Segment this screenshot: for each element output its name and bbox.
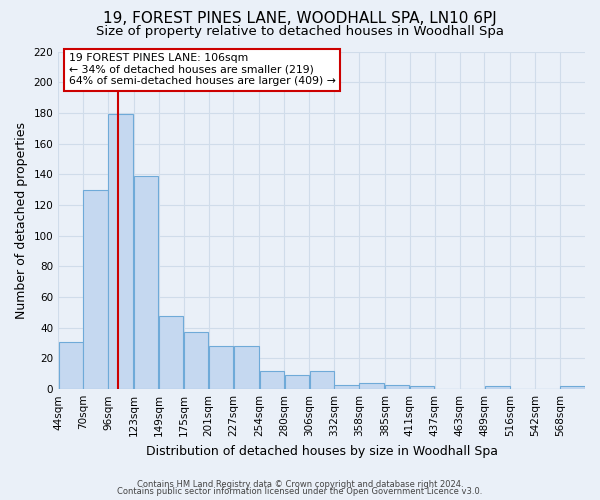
Bar [560, 386, 584, 389]
Text: Size of property relative to detached houses in Woodhall Spa: Size of property relative to detached ho… [96, 25, 504, 38]
Bar [234, 346, 259, 389]
Bar [83, 190, 107, 389]
Text: Contains HM Land Registry data © Crown copyright and database right 2024.: Contains HM Land Registry data © Crown c… [137, 480, 463, 489]
Text: 19 FOREST PINES LANE: 106sqm
← 34% of detached houses are smaller (219)
64% of s: 19 FOREST PINES LANE: 106sqm ← 34% of de… [69, 53, 335, 86]
Bar [284, 376, 309, 389]
Bar [134, 176, 158, 389]
Bar [310, 371, 334, 389]
Bar [485, 386, 510, 389]
Y-axis label: Number of detached properties: Number of detached properties [15, 122, 28, 319]
Text: Contains public sector information licensed under the Open Government Licence v3: Contains public sector information licen… [118, 487, 482, 496]
Text: 19, FOREST PINES LANE, WOODHALL SPA, LN10 6PJ: 19, FOREST PINES LANE, WOODHALL SPA, LN1… [103, 11, 497, 26]
Bar [159, 316, 183, 389]
Bar [184, 332, 208, 389]
Bar [209, 346, 233, 389]
Bar [59, 342, 83, 389]
Bar [109, 114, 133, 389]
Bar [385, 384, 409, 389]
Bar [334, 384, 359, 389]
Bar [359, 383, 385, 389]
X-axis label: Distribution of detached houses by size in Woodhall Spa: Distribution of detached houses by size … [146, 444, 497, 458]
Bar [410, 386, 434, 389]
Bar [260, 371, 284, 389]
